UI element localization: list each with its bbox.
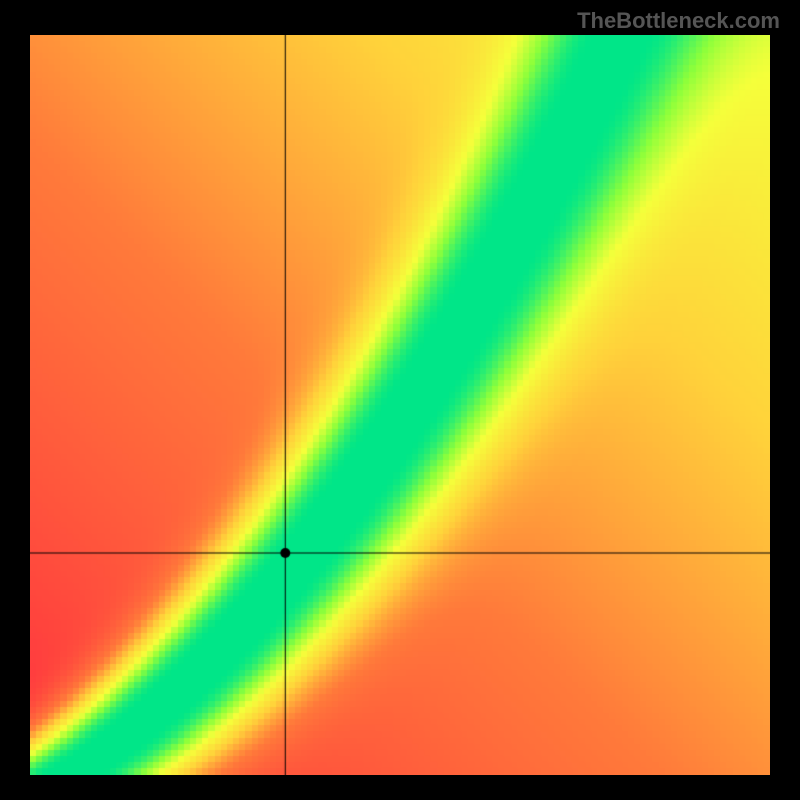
heatmap-plot <box>30 35 770 775</box>
chart-container: TheBottleneck.com <box>0 0 800 800</box>
heatmap-canvas <box>30 35 770 775</box>
watermark-text: TheBottleneck.com <box>577 8 780 34</box>
